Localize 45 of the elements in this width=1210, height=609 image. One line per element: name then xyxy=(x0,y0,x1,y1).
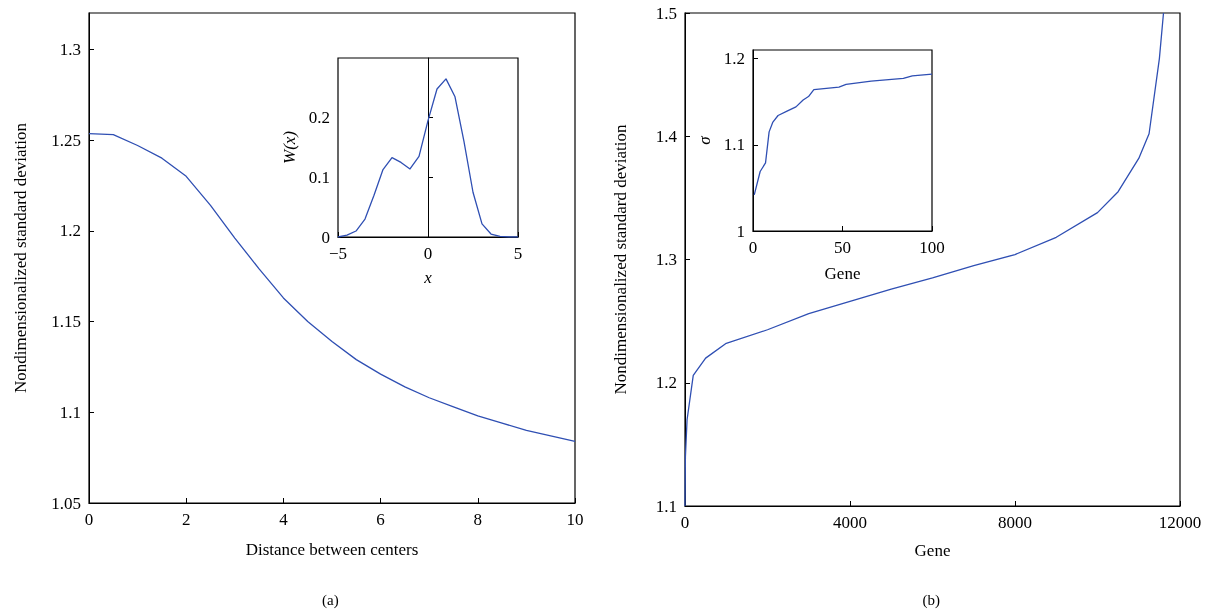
y-tick-label: 1.05 xyxy=(51,493,81,513)
x-tick-label: 8 xyxy=(473,510,483,529)
text: (a) xyxy=(322,591,339,609)
text: (b) xyxy=(922,591,940,609)
x-tick-label: 12000 xyxy=(1158,513,1202,532)
x-tick-label: 4 xyxy=(279,510,289,529)
y-axis-title: W(x) xyxy=(279,130,299,165)
y-axis-title: Nondimensionalized standard deviation xyxy=(611,123,630,395)
y-tick-label: 1.5 xyxy=(655,3,677,23)
x-axis-title: x xyxy=(423,268,433,287)
x-tick-label: 6 xyxy=(376,510,385,529)
x-tick-label: 0 xyxy=(748,238,758,257)
line-series xyxy=(337,78,519,238)
line-series xyxy=(88,133,576,442)
x-tick-label: 8000 xyxy=(998,513,1032,532)
x-tick-label: 4000 xyxy=(833,513,867,532)
x-tick-label: 0 xyxy=(84,510,94,529)
y-tick-label: 1.2 xyxy=(655,373,677,393)
x-tick-label: 5 xyxy=(513,244,523,263)
y-tick-label: 1.3 xyxy=(655,250,677,269)
x-tick-label: 50 xyxy=(834,238,851,257)
y-tick-label: 1.15 xyxy=(51,312,81,332)
y-tick-label: 1.4 xyxy=(655,126,678,146)
y-tick-label: 0.1 xyxy=(308,167,330,187)
y-tick-label: 1.2 xyxy=(59,221,81,241)
x-axis-title: Distance between centers xyxy=(245,540,419,559)
y-axis-title: σ xyxy=(694,135,714,145)
x-tick-label: 2 xyxy=(181,510,191,529)
y-axis-title: Nondimensionalized standard deviation xyxy=(11,122,30,394)
x-axis-title: Gene xyxy=(824,264,861,283)
x-tick-label: 0 xyxy=(680,513,690,532)
y-tick-label: 1.1 xyxy=(723,135,745,155)
x-tick-label: 100 xyxy=(919,238,945,257)
line-series xyxy=(753,73,933,196)
y-tick-label: 1.25 xyxy=(51,130,81,150)
y-tick-label: 1.1 xyxy=(655,496,677,516)
x-tick-label: 0 xyxy=(423,244,433,263)
y-tick-label: 1.2 xyxy=(723,49,745,69)
x-axis-title: Gene xyxy=(914,541,951,560)
y-tick-label: 1.1 xyxy=(59,402,81,422)
x-tick-label: 10 xyxy=(566,510,584,529)
y-tick-label: 1 xyxy=(736,221,745,241)
y-tick-label: 0.2 xyxy=(308,108,330,128)
y-tick-label: 1.3 xyxy=(59,39,81,59)
x-tick-label: −5 xyxy=(328,244,348,263)
